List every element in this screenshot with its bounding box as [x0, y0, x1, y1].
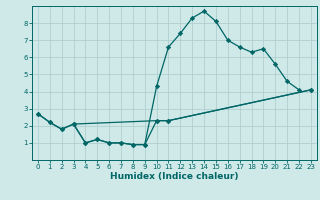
X-axis label: Humidex (Indice chaleur): Humidex (Indice chaleur)	[110, 172, 239, 181]
